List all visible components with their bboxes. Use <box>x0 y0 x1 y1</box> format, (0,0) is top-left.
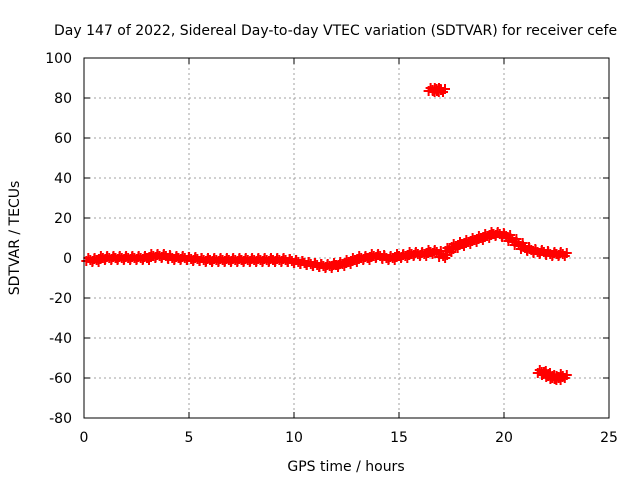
plot-frame <box>83 57 610 419</box>
x-tick-label: 20 <box>495 430 513 446</box>
y-tick-label: 100 <box>45 51 72 67</box>
axis-ticks: 0 5 10 15 20 25 -80 -60 -40 -20 0 20 40 60 80 100 <box>45 51 618 446</box>
y-tick-label: -20 <box>49 291 72 307</box>
y-tick-label: 0 <box>63 251 72 267</box>
y-tick-label: -60 <box>49 371 72 387</box>
x-tick-label: 10 <box>285 430 303 446</box>
data-point <box>553 369 572 383</box>
y-tick-label: 80 <box>54 91 72 107</box>
y-tick-label: 20 <box>54 211 72 227</box>
y-tick-label: -80 <box>49 411 72 427</box>
x-tick-label: 5 <box>185 430 194 446</box>
y-axis-label: SDTVAR / TECUs <box>7 181 23 296</box>
grid <box>84 58 609 418</box>
x-tick-label: 15 <box>390 430 408 446</box>
data-series <box>81 83 572 385</box>
y-tick-label: 60 <box>54 131 72 147</box>
x-axis-label: GPS time / hours <box>287 459 404 475</box>
y-tick-label: -40 <box>49 331 72 347</box>
x-tick-label: 0 <box>80 430 89 446</box>
data-point <box>432 83 450 97</box>
x-tick-label: 25 <box>600 430 618 446</box>
data-point <box>553 247 572 261</box>
chart-title: Day 147 of 2022, Sidereal Day-to-day VTE… <box>54 23 617 39</box>
y-tick-label: 40 <box>54 171 72 187</box>
series-sdtvar <box>81 83 572 385</box>
